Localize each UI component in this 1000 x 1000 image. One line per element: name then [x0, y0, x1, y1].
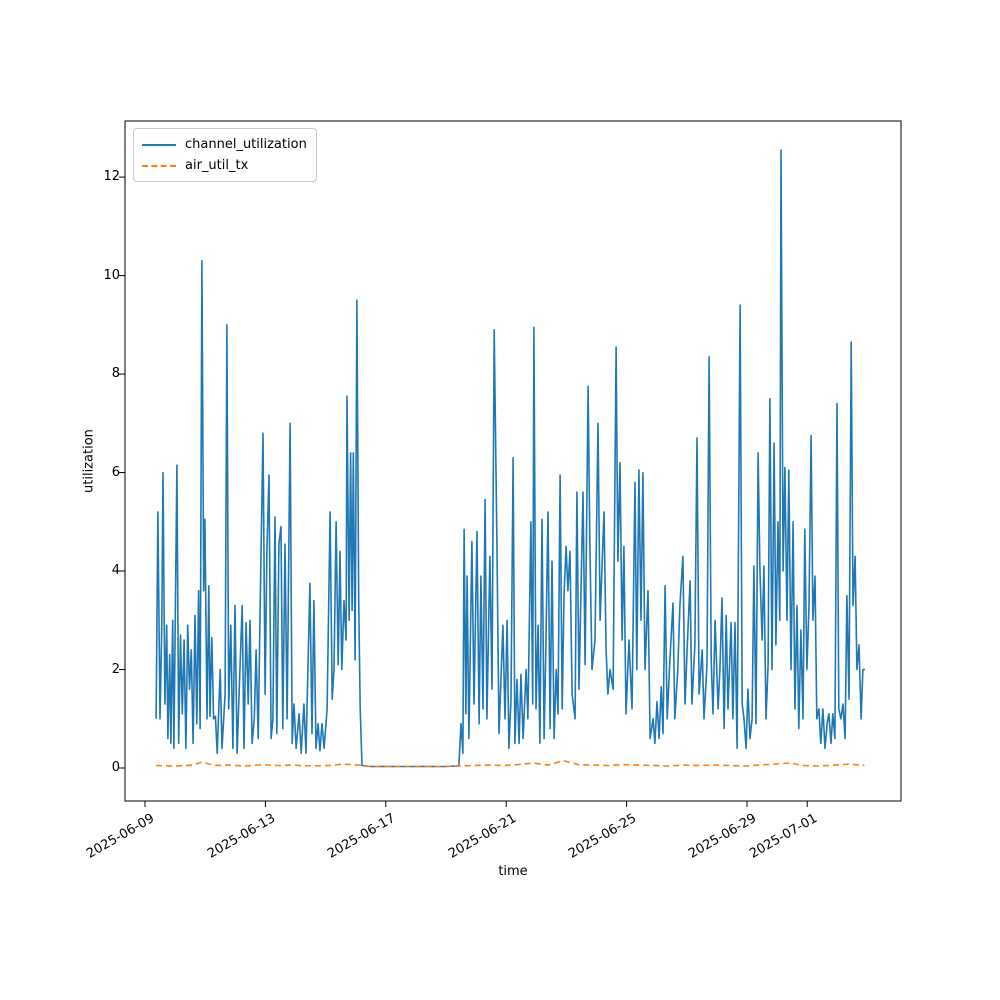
y-tick-label: 6	[111, 464, 120, 480]
y-tick-label: 2	[111, 661, 120, 677]
y-tick-label: 10	[103, 267, 120, 283]
axes-frame	[124, 120, 902, 802]
y-tick-label: 0	[111, 760, 120, 775]
series-line-channel_utilization	[155, 149, 865, 768]
legend-item-channel-utilization: channel_utilization	[142, 134, 307, 155]
legend-item-air-util-tx: air_util_tx	[142, 155, 307, 176]
legend-label-channel-utilization: channel_utilization	[185, 137, 307, 152]
x-axis-label: time	[498, 864, 528, 879]
legend-line-sample-solid-icon	[142, 143, 176, 146]
y-tick-label: 12	[103, 169, 120, 185]
y-tick-label: 4	[111, 563, 120, 579]
legend: channel_utilization air_util_tx	[133, 128, 317, 182]
legend-line-sample-dashed-icon	[142, 164, 176, 167]
y-tick-label: 8	[111, 366, 120, 382]
legend-label-air-util-tx: air_util_tx	[185, 158, 249, 173]
y-axis-label: utilization	[81, 429, 97, 493]
series-line-air_util_tx	[156, 759, 865, 768]
